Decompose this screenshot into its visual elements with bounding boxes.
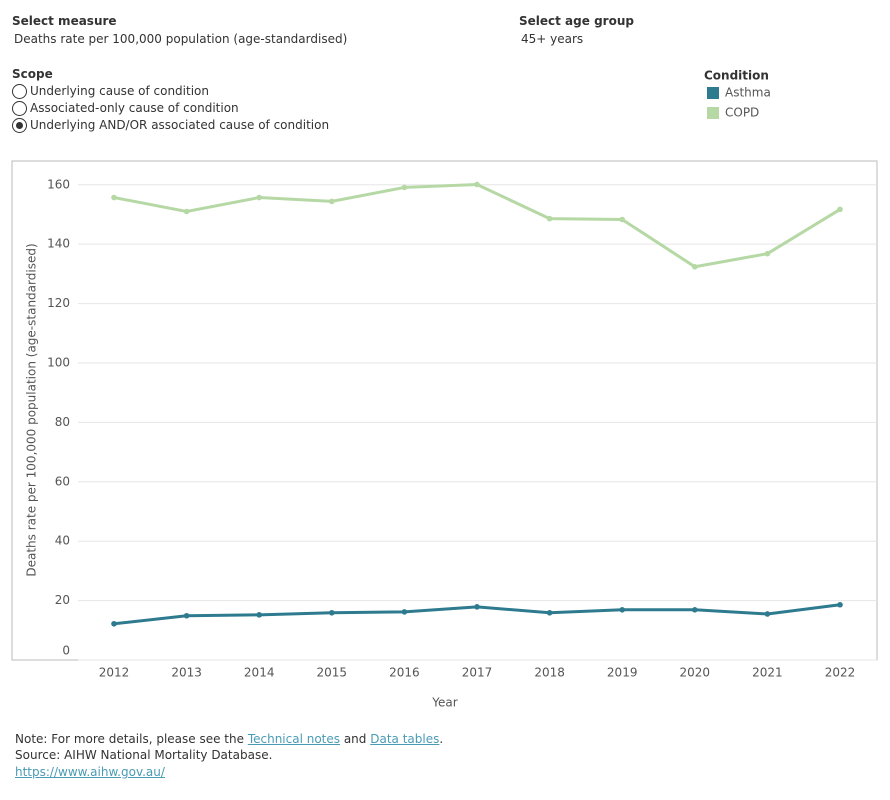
legend-swatch [707,87,719,99]
radio-label: Associated-only cause of condition [30,101,239,115]
x-tick-label: 2019 [607,666,638,680]
y-tick-label: 0 [62,644,70,658]
note-text: Note: For more details, please see the [15,732,248,746]
note-text: and [340,732,371,746]
chart-frame [11,160,878,661]
y-tick-label: 120 [47,296,70,310]
data-point [183,612,190,619]
x-tick-label: 2016 [389,666,420,680]
data-point [111,620,117,627]
data-point [619,607,625,613]
radio-button[interactable] [12,118,27,133]
y-axis-title: Deaths rate per 100,000 population (age-… [25,243,39,576]
data-point [619,216,625,223]
data-point [474,604,480,610]
x-tick-label: 2013 [171,666,202,680]
x-tick-label: 2014 [244,666,275,680]
radio-button[interactable] [12,84,27,99]
radio-label: Underlying cause of condition [30,84,209,98]
y-tick-label: 80 [55,415,70,429]
scope-radio[interactable]: Associated-only cause of condition [12,101,239,118]
url-link[interactable]: https://www.aihw.gov.au/ [15,765,165,779]
legend-title: Condition [704,69,769,83]
data-point [329,198,335,205]
y-tick-label: 100 [47,355,70,369]
x-tick-label: 2015 [317,666,348,680]
x-tick-label: 2020 [680,666,711,680]
x-tick-label: 2018 [534,666,565,680]
measure-label: Select measure [12,14,117,28]
data-point [546,609,553,616]
data-point [256,612,263,618]
series-line [113,182,841,269]
data-point [329,609,335,616]
data-point [837,601,843,608]
note-text: . [439,732,444,746]
x-axis-title: Year [431,696,457,710]
y-tick-label: 20 [55,593,70,607]
legend-swatch [707,107,719,119]
scope-radio[interactable]: Underlying cause of condition [12,84,209,101]
data-point [401,609,408,615]
y-tick-label: 60 [55,474,70,488]
data-tables-link[interactable]: Data tables [370,732,440,746]
age-group-label: Select age group [519,14,634,28]
measure-dropdown[interactable]: Deaths rate per 100,000 population (age-… [14,32,348,46]
radio-label: Underlying AND/OR associated cause of co… [30,118,330,132]
y-tick-label: 140 [47,237,70,251]
data-point [764,611,771,617]
data-point [474,181,480,188]
y-tick-label: 40 [55,534,70,548]
data-point [183,208,190,215]
scope-radio[interactable]: Underlying AND/OR associated cause of co… [12,118,329,135]
scope-label: Scope [12,67,53,81]
url: https://www.aihw.gov.au/ [15,765,165,779]
x-tick-label: 2021 [752,666,783,680]
data-point [401,184,408,191]
note: Note: For more details, please see the T… [15,732,443,746]
data-point [692,263,698,270]
age-group-dropdown[interactable]: 45+ years [521,32,584,46]
technical-notes-link[interactable]: Technical notes [247,732,341,746]
chart: Condition Year Deaths rate per 100,000 p… [11,69,878,710]
x-tick-label: 2017 [462,666,493,680]
source: Source: AIHW National Mortality Database… [15,748,273,762]
legend-label: COPD [725,106,759,120]
data-point [692,607,698,613]
data-point [546,215,553,222]
x-tick-label: 2022 [825,666,856,680]
radio-button[interactable] [12,101,27,116]
y-tick-label: 160 [47,177,70,191]
data-point [256,194,263,201]
legend-label: Asthma [725,86,771,100]
data-point [764,250,771,257]
data-point [111,194,117,201]
x-tick-label: 2012 [99,666,130,680]
data-point [837,206,843,213]
